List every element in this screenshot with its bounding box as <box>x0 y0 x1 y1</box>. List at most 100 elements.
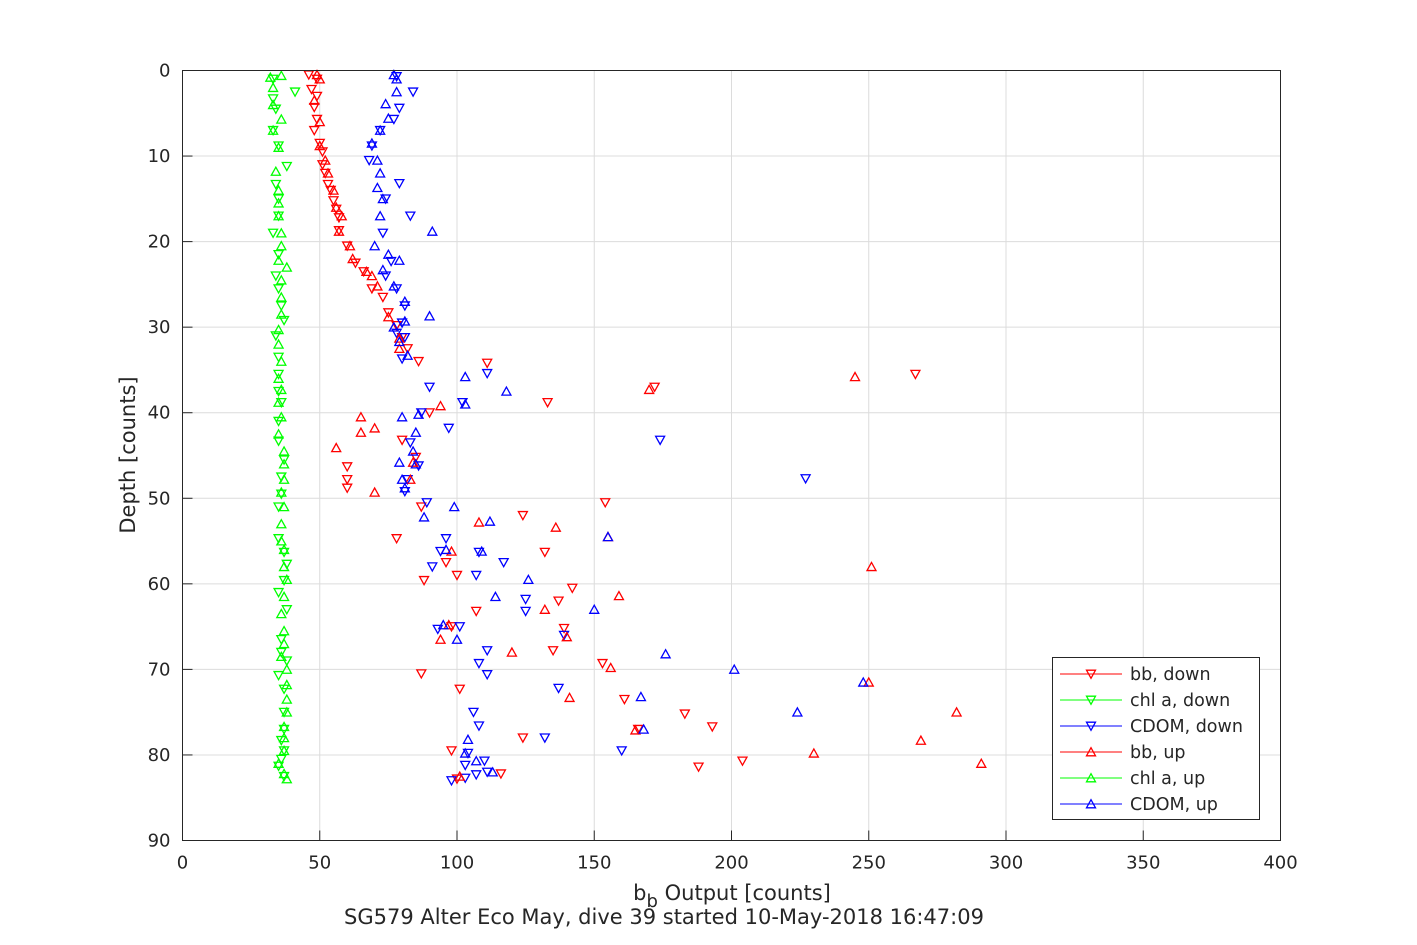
point-chl-a-down <box>275 489 287 500</box>
point-bb-up <box>950 706 963 717</box>
point-cdom-up <box>426 225 438 236</box>
point-cdom-down <box>415 408 427 419</box>
legend-marker <box>1085 746 1097 757</box>
point-bb-up <box>407 456 419 467</box>
point-chl-a-up <box>264 71 276 82</box>
point-chl-a-up <box>275 227 287 238</box>
point-chl-a-up <box>281 573 293 585</box>
point-cdom-down <box>473 547 485 558</box>
point-cdom-up <box>476 545 488 556</box>
point-bb-down <box>327 196 340 207</box>
point-bb-up <box>563 692 576 703</box>
point-bb-down <box>470 606 482 617</box>
point-bb-down <box>558 623 570 634</box>
point-chl-a-up <box>272 254 285 265</box>
point-cdom-up <box>423 310 436 321</box>
point-cdom-down <box>539 733 551 744</box>
point-chl-a-up <box>278 501 290 512</box>
point-chl-a-down <box>270 271 282 282</box>
point-chl-a-up <box>275 384 287 395</box>
point-bb-up <box>327 184 340 195</box>
legend-label: CDOM, down <box>1130 717 1243 737</box>
point-bb-up <box>443 619 455 630</box>
point-cdom-up <box>462 733 474 745</box>
point-cdom-up <box>393 456 405 467</box>
point-chl-a-up <box>272 184 285 195</box>
point-bb-up <box>344 240 356 251</box>
point-bb-up <box>643 384 655 395</box>
point-cdom-up <box>500 385 513 396</box>
point-bb-down <box>410 452 422 463</box>
point-cdom-up <box>377 264 389 275</box>
point-bb-up <box>371 280 383 291</box>
point-chl-a-up <box>278 458 290 469</box>
point-cdom-down <box>385 256 397 267</box>
point-cdom-down <box>454 622 466 633</box>
point-cdom-up <box>410 426 422 437</box>
point-cdom-up <box>470 755 482 766</box>
point-chl-a-down <box>272 761 285 772</box>
point-bb-down <box>618 694 631 705</box>
point-chl-a-up <box>281 693 293 704</box>
point-chl-a-up <box>278 561 290 572</box>
point-bb-up <box>382 311 394 322</box>
point-bb-up <box>330 442 342 453</box>
point-cdom-up <box>374 167 386 178</box>
point-chl-a-down <box>278 315 290 326</box>
point-cdom-up <box>393 336 405 347</box>
point-chl-a-up <box>275 535 287 546</box>
point-cdom-down <box>558 630 570 641</box>
point-cdom-up <box>399 315 411 326</box>
legend-marker <box>1085 669 1097 680</box>
point-bb-up <box>561 631 573 642</box>
point-chl-a-up <box>275 411 287 422</box>
point-bb-up <box>393 342 405 354</box>
point-cdom-up <box>377 193 389 204</box>
legend-label: bb, down <box>1130 665 1211 685</box>
point-chl-a-up <box>275 608 287 619</box>
point-cdom-up <box>391 86 403 97</box>
x-tick-label: 250 <box>852 853 886 874</box>
point-cdom-up <box>382 112 394 123</box>
point-bb-down <box>649 382 661 393</box>
y-axis-label: Depth [counts] <box>116 376 140 533</box>
point-bb-down <box>319 168 331 179</box>
point-cdom-up <box>371 154 383 165</box>
point-cdom-down <box>396 318 408 329</box>
point-chl-a-down <box>272 436 285 447</box>
point-cdom-down <box>467 707 480 718</box>
point-chl-a-up <box>272 210 285 221</box>
x-tick-label: 100 <box>440 853 474 874</box>
point-bb-up <box>915 734 927 745</box>
point-cdom-down <box>423 382 436 393</box>
point-bb-down <box>316 147 329 158</box>
point-cdom-up <box>660 648 672 659</box>
point-chl-a-down <box>289 87 301 98</box>
point-chl-a-up <box>278 721 290 732</box>
point-bb-down <box>314 138 326 149</box>
point-chl-a-down <box>272 369 285 380</box>
point-cdom-down <box>391 328 403 339</box>
point-bb-down <box>396 435 408 446</box>
x-tick-label: 350 <box>1126 853 1160 874</box>
point-cdom-down <box>520 594 532 605</box>
point-chl-a-up <box>272 197 285 208</box>
point-cdom-up <box>635 691 647 702</box>
point-bb-down <box>330 204 342 215</box>
legend-marker <box>1085 772 1097 783</box>
point-cdom-down <box>478 756 491 767</box>
point-cdom-up <box>393 254 405 265</box>
point-chl-a-down <box>278 707 290 718</box>
point-bb-down <box>341 474 353 486</box>
point-cdom-down <box>800 474 812 485</box>
x-tick-label: 200 <box>714 853 748 874</box>
point-bb-down <box>341 462 353 473</box>
point-bb-down <box>454 684 466 695</box>
point-cdom-up <box>399 295 411 306</box>
x-axis-label-rest: Output [counts] <box>658 881 831 905</box>
point-chl-a-up <box>281 706 293 717</box>
point-bb-up <box>629 724 642 735</box>
point-cdom-up <box>459 371 471 382</box>
point-cdom-down <box>393 103 405 114</box>
point-chl-a-down <box>275 397 287 409</box>
